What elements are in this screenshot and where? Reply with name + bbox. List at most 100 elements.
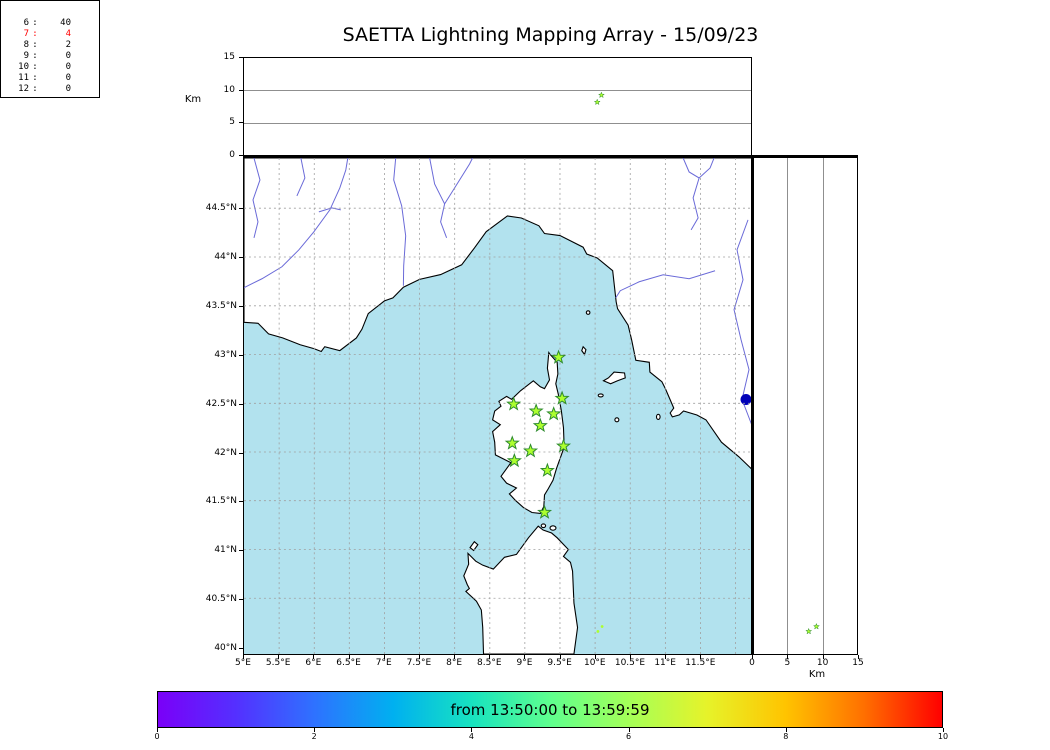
- altitude-tick-label: 5: [229, 117, 235, 128]
- lon-tick: [489, 655, 491, 659]
- colorbar-tick-label: 2: [311, 732, 317, 741]
- colon: :: [32, 62, 38, 72]
- altitude-latitude-panel: [752, 158, 858, 655]
- lma-station-marker: [532, 417, 548, 433]
- lon-tick-label: 11.5°E: [685, 658, 716, 668]
- altitude-tick-label: 0: [229, 150, 235, 160]
- river: [393, 158, 407, 286]
- lat-tick: [239, 501, 243, 503]
- altitude-gridline-5km: [787, 158, 788, 654]
- source-count: 0: [65, 84, 71, 94]
- histogram-row-highlighted: 7: 4: [1, 29, 99, 40]
- histogram-row: 9: 0: [1, 51, 99, 62]
- colon: :: [32, 18, 38, 28]
- colon: :: [32, 51, 38, 61]
- sardinia-island: [463, 525, 579, 654]
- map-canvas: [244, 158, 752, 654]
- lat-tick-label: 40.5°N: [205, 594, 237, 605]
- montecristo-island: [614, 417, 620, 423]
- time-colorbar: from 13:50:00 to 13:59:59: [157, 691, 943, 728]
- station-level: 8: [23, 40, 29, 50]
- lat-tick-label: 41°N: [214, 545, 237, 556]
- lon-tick-label: 11°E: [654, 658, 676, 668]
- altitude-tick-label: 10: [816, 658, 829, 668]
- colorbar-tick: [314, 728, 316, 732]
- lon-tick: [665, 655, 667, 659]
- source-count: 0: [65, 62, 71, 72]
- lma-station-marker: [528, 403, 544, 418]
- source-count: 4: [65, 29, 71, 39]
- lightning-source: [593, 98, 601, 106]
- giglio-island: [655, 413, 661, 421]
- lightning-source: [600, 625, 604, 628]
- colon: :: [32, 73, 38, 83]
- altitude-tick: [787, 655, 789, 659]
- colorbar-tick: [157, 728, 158, 732]
- lon-tick: [559, 655, 561, 659]
- colorbar-tick-label: 10: [937, 732, 949, 741]
- station-level: 10: [18, 62, 29, 72]
- source-count: 40: [60, 18, 71, 28]
- histogram-row: 11: 0: [1, 73, 99, 84]
- maddalena-island-2: [540, 523, 547, 529]
- rivers-group: [244, 158, 752, 426]
- lon-tick-label: 10.5°E: [614, 658, 646, 668]
- source-count: 2: [65, 40, 71, 50]
- altitude-tick: [239, 89, 243, 91]
- lon-tick: [278, 655, 280, 659]
- altitude-tick-label: 15: [223, 52, 235, 62]
- altitude-tick: [239, 155, 243, 156]
- maddalena-island: [549, 525, 557, 531]
- panel-separator-horizontal: [243, 155, 858, 158]
- lat-tick: [239, 306, 243, 308]
- lat-tick-label: 40°N: [214, 643, 237, 653]
- lat-tick-label: 41.5°N: [205, 496, 237, 507]
- lon-tick: [524, 655, 526, 659]
- asinara-island: [469, 540, 479, 552]
- time-window-label: from 13:50:00 to 13:59:59: [450, 700, 650, 719]
- lat-tick: [239, 257, 243, 259]
- lma-station-marker: [539, 462, 555, 477]
- histogram-row: 6: 40: [1, 18, 99, 29]
- lat-tick: [239, 354, 243, 356]
- lat-tick-label: 44.5°N: [205, 203, 237, 214]
- elba-island: [602, 371, 626, 385]
- colorbar-tick: [943, 728, 944, 732]
- lon-tick: [594, 655, 596, 659]
- altitude-tick: [239, 57, 243, 58]
- mainland-coastline: [244, 158, 752, 471]
- lma-station-marker: [556, 438, 572, 453]
- lon-tick: [243, 655, 244, 659]
- colorbar-tick: [785, 728, 787, 732]
- altitude-tick-label: 15: [852, 658, 864, 668]
- lma-station-marker: [537, 504, 553, 519]
- river: [733, 219, 752, 426]
- river: [244, 158, 349, 289]
- lon-tick-label: 5°E: [235, 658, 251, 668]
- station-level: 9: [23, 51, 29, 61]
- river: [318, 207, 341, 213]
- colon: :: [32, 40, 38, 50]
- altitude-longitude-canvas: [593, 91, 605, 106]
- lon-tick-label: 6°E: [305, 658, 322, 668]
- colon: :: [32, 84, 38, 94]
- panel-separator-vertical: [751, 158, 754, 655]
- station-level: 12: [18, 84, 29, 94]
- lon-tick-label: 7.5°E: [406, 658, 432, 668]
- stations-histogram-panel: 6: 40 7: 4 8: 2 9: 0 10: 0 11: 0 12: 0: [0, 0, 100, 98]
- lma-station-marker: [523, 443, 539, 458]
- lat-tick-label: 43.5°N: [205, 301, 237, 312]
- lightning-source: [805, 627, 813, 635]
- river: [252, 158, 261, 238]
- colon: :: [32, 29, 38, 39]
- histogram-row: 12: 0: [1, 84, 99, 95]
- lightning-source: [812, 622, 820, 630]
- lat-tick: [239, 599, 243, 601]
- river: [429, 158, 473, 239]
- histogram-row: 10: 0: [1, 62, 99, 73]
- source-count: 0: [65, 73, 71, 83]
- colorbar-tick: [471, 728, 473, 732]
- colorbar-tick-label: 6: [626, 732, 632, 741]
- lat-tick-label: 42°N: [214, 447, 237, 458]
